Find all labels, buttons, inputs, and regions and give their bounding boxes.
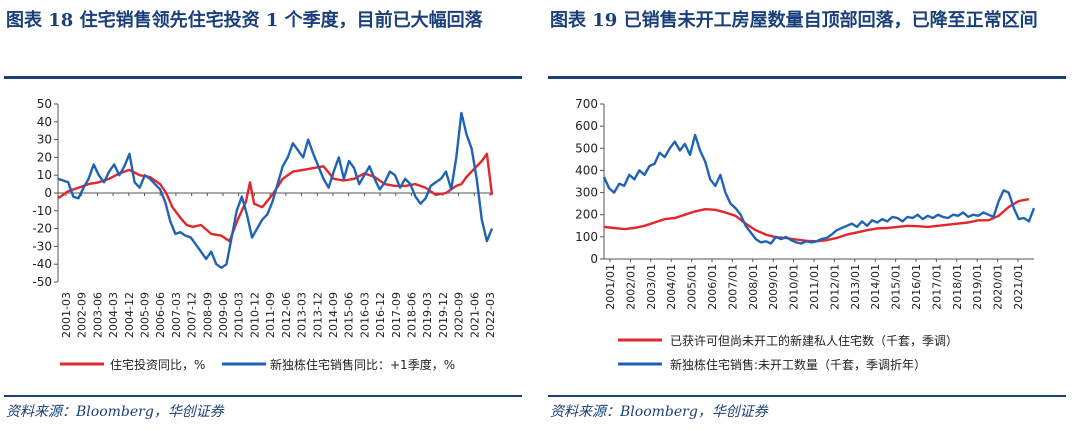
y-tick-label: 200 [575,208,598,222]
y-tick-label: 500 [575,141,598,155]
legend-label: 新独栋住宅销售同比：+1季度，% [270,357,455,372]
series-line-1 [603,198,1030,243]
source-divider [548,395,1066,397]
title-divider [4,76,522,79]
x-tick-label: 2012/01 [828,264,841,310]
legend-label: 新独栋住宅销售:未开工数量（千套，季调折年） [670,357,926,372]
source-note: 资料来源：Bloomberg，华创证券 [6,404,224,420]
x-tick-label: 2007-12 [186,292,199,338]
x-tick-label: 2015/01 [890,264,903,310]
y-tick-label: 400 [575,163,598,177]
x-tick-label: 2011/01 [808,264,821,310]
x-tick-label: 2010-03 [233,292,246,338]
y-tick-label: 30 [37,133,52,147]
x-tick-label: 2002/01 [624,264,637,310]
x-tick-label: 2016-12 [374,292,387,338]
x-tick-label: 2005-09 [139,292,152,338]
x-tick-label: 2017/01 [930,264,943,310]
legend-label: 住宅投资同比，% [110,357,205,372]
y-tick-label: 0 [44,186,52,200]
x-tick-label: 2003-06 [91,292,104,338]
y-tick-label: 50 [37,97,52,111]
x-tick-label: 2012-06 [280,292,293,338]
x-tick-label: 2005/01 [686,264,699,310]
title-divider [548,76,1066,79]
source-note: 资料来源：Bloomberg，华创证券 [550,404,768,420]
x-tick-label: 2006/01 [706,264,719,310]
y-tick-label: 20 [37,150,52,164]
x-tick-label: 2001-03 [60,292,73,338]
chart-title: 图表 19 已销售未开工房屋数量自顶部回落，已降至正常区间 [550,10,1038,31]
y-tick-label: 100 [575,230,598,244]
x-tick-label: 2020-09 [453,292,466,338]
chart-panel-housing-investment: 图表 18 住宅销售领先住宅投资 1 个季度，目前已大幅回落 -50 -40 -30… [0,0,530,431]
source-divider [4,395,522,397]
legend-label: 已获许可但尚未开工的新建私人住宅数（千套，季调） [670,333,958,348]
x-tick-label: 2018/01 [951,264,964,310]
x-tick-label: 2006-06 [154,292,167,338]
x-tick-label: 2001/01 [604,264,617,310]
x-tick-label: 2019-03 [421,292,434,338]
y-tick-label: 10 [37,168,52,182]
chart-title: 图表 18 住宅销售领先住宅投资 1 个季度，目前已大幅回落 [6,10,483,31]
y-tick-label: 600 [575,119,598,133]
x-tick-label: 2002-09 [76,292,89,338]
x-tick-label: 2016/01 [910,264,923,310]
x-tick-label: 2014-09 [327,292,340,338]
series-line-2 [602,133,1036,245]
x-tick-label: 2009/01 [767,264,780,310]
chart-canvas: -50 -40 -30 -20 -10 0 10 20 30 40 50 2001-03 2002-09… [32,97,497,372]
x-tick-label: 2010/01 [788,264,801,310]
x-tick-label: 2004-03 [107,292,120,338]
x-tick-label: 2016-03 [358,292,371,338]
x-tick-label: 2017-09 [390,292,403,338]
x-tick-label: 2003/01 [645,264,658,310]
y-tick-label: -30 [32,239,52,253]
x-tick-label: 2019/01 [971,264,984,310]
x-tick-label: 2007-03 [170,292,183,338]
x-tick-label: 2013-12 [311,292,324,338]
y-tick-label: 0 [590,252,598,266]
y-tick-label: -20 [32,222,52,236]
x-tick-label: 2009-06 [217,292,230,338]
y-tick-label: 40 [37,115,52,129]
x-tick-label: 2004/01 [665,264,678,310]
y-tick-label: -10 [32,204,52,218]
x-tick-label: 2022-03 [484,292,497,338]
x-tick-label: 2004-12 [123,292,136,338]
x-tick-label: 2008/01 [747,264,760,310]
x-tick-label: 2020/01 [992,264,1005,310]
chart-canvas: 0 100 200 300 400 500 600 700 2001/01 2002/01 2003… [575,97,1036,372]
x-tick-label: 2018-06 [405,292,418,338]
x-tick-label: 2008-09 [201,292,214,338]
x-tick-label: 2010-12 [248,292,261,338]
x-tick-label: 2015-06 [343,292,356,338]
y-tick-label: -40 [32,257,52,271]
x-tick-label: 2021-06 [468,292,481,338]
y-tick-label: 300 [575,186,598,200]
x-tick-label: 2014/01 [869,264,882,310]
x-tick-label: 2021/01 [1012,264,1025,310]
x-tick-label: 2013-03 [296,292,309,338]
y-tick-label: 700 [575,97,598,111]
x-tick-label: 2007/01 [726,264,739,310]
x-tick-label: 2019-12 [437,292,450,338]
x-tick-label: 2011-09 [264,292,277,338]
series-line-2 [57,111,494,269]
chart-panel-unstarted-homes: 图表 19 已销售未开工房屋数量自顶部回落，已降至正常区间 0 100 200 300… [544,0,1074,431]
x-tick-label: 2013/01 [849,264,862,310]
y-tick-label: -50 [32,275,52,289]
